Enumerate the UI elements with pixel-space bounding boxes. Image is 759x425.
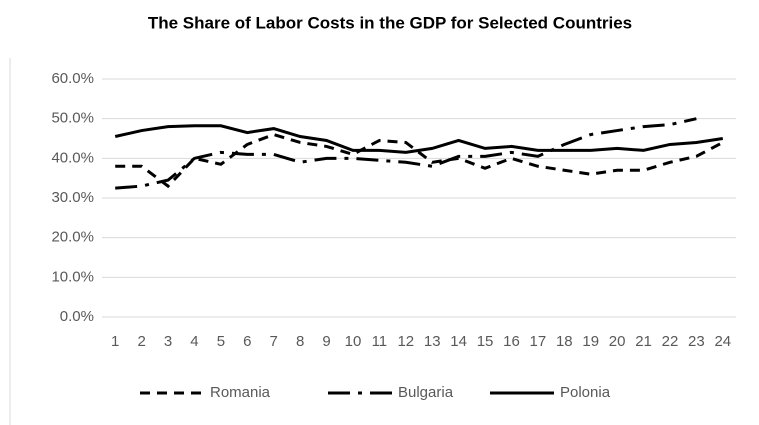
x-tick-label: 14	[450, 333, 467, 350]
x-tick-label: 19	[582, 333, 599, 350]
y-tick-label: 60.0%	[51, 70, 94, 87]
x-tick-label: 3	[164, 333, 172, 350]
x-tick-label: 6	[243, 333, 251, 350]
legend-label: Polonia	[560, 384, 611, 401]
x-tick-label: 8	[296, 333, 304, 350]
x-tick-label: 2	[137, 333, 145, 350]
x-tick-label: 20	[609, 333, 626, 350]
x-tick-label: 21	[635, 333, 652, 350]
x-tick-label: 23	[688, 333, 705, 350]
y-tick-label: 10.0%	[51, 268, 94, 285]
x-tick-label: 17	[530, 333, 547, 350]
x-tick-label: 22	[662, 333, 679, 350]
x-tick-label: 16	[503, 333, 520, 350]
series-line	[115, 117, 697, 190]
legend-label: Bulgaria	[398, 384, 454, 401]
y-tick-label: 50.0%	[51, 110, 94, 127]
series-line	[115, 132, 724, 189]
x-tick-label: 24	[714, 333, 731, 350]
x-tick-label: 18	[556, 333, 573, 350]
x-tick-label: 15	[477, 333, 494, 350]
x-tick-label: 1	[111, 333, 119, 350]
x-tick-label: 12	[397, 333, 414, 350]
x-tick-label: 9	[322, 333, 330, 350]
chart-title: The Share of Labor Costs in the GDP for …	[148, 13, 632, 32]
legend-label: Romania	[210, 384, 271, 401]
y-tick-label: 30.0%	[51, 189, 94, 206]
series-line	[114, 124, 724, 154]
y-tick-label: 20.0%	[51, 229, 94, 246]
x-tick-label: 13	[424, 333, 441, 350]
x-tick-label: 5	[217, 333, 225, 350]
x-tick-label: 7	[270, 333, 278, 350]
x-tick-label: 4	[190, 333, 198, 350]
x-tick-label: 11	[372, 333, 388, 350]
y-tick-label: 0.0%	[60, 308, 94, 325]
y-tick-label: 40.0%	[51, 149, 94, 166]
x-tick-label: 10	[345, 333, 362, 350]
